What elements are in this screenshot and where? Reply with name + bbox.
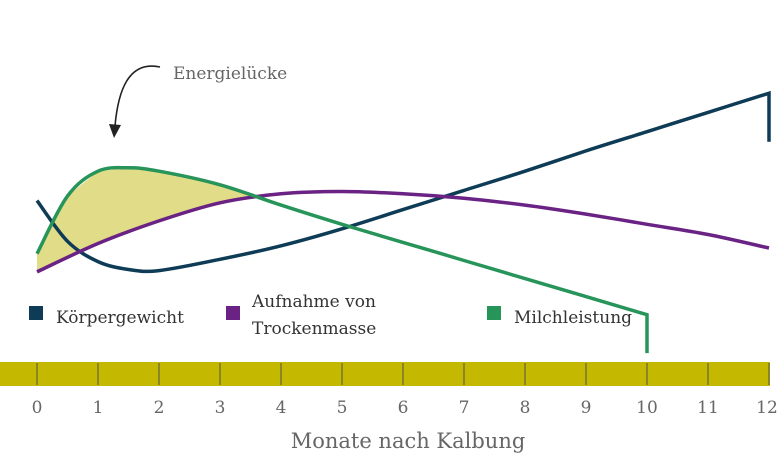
x-tick-label: 11 xyxy=(697,398,719,418)
energy-gap-annotation: Energielücke xyxy=(109,64,287,138)
x-tick-label: 0 xyxy=(32,398,43,418)
x-tick-label: 10 xyxy=(636,398,658,418)
x-tick-label: 12 xyxy=(756,398,778,418)
series-line-milchleistung xyxy=(35,165,649,354)
x-tick-label: 2 xyxy=(154,398,165,418)
annotation-arrowhead xyxy=(109,124,121,138)
legend-swatch-trockenmasse xyxy=(226,306,240,320)
legend-label-koerpergewicht: Körpergewicht xyxy=(56,308,184,328)
legend-swatch-milchleistung xyxy=(487,306,501,320)
x-tick-label: 5 xyxy=(337,398,348,418)
legend-label-milchleistung: Milchleistung xyxy=(514,308,632,328)
x-tick-label: 1 xyxy=(93,398,104,418)
series-layer xyxy=(35,90,771,354)
legend-label-trockenmasse: Aufnahme von Trockenmasse xyxy=(251,292,381,339)
legend-label-trockenmasse-line2: Trockenmasse xyxy=(252,319,376,339)
series-line-trockenmasse xyxy=(36,189,770,274)
x-tick-label: 6 xyxy=(398,398,409,418)
x-tick-label: 7 xyxy=(459,398,470,418)
legend-swatch-koerpergewicht xyxy=(29,306,43,320)
x-axis-title: Monate nach Kalbung xyxy=(291,429,526,453)
x-tick-label: 9 xyxy=(581,398,592,418)
x-axis-bar xyxy=(0,362,770,386)
energy-gap-label: Energielücke xyxy=(173,64,287,84)
x-tick-label: 8 xyxy=(520,398,531,418)
x-tick-label: 4 xyxy=(276,398,287,418)
legend-label-trockenmasse-line1: Aufnahme von xyxy=(251,292,376,312)
series-line-koerpergewicht xyxy=(35,90,771,274)
x-axis-ticks: 0 1 2 3 4 5 6 7 8 9 10 11 12 xyxy=(32,363,778,418)
annotation-arrow xyxy=(114,65,161,127)
x-tick-label: 3 xyxy=(215,398,226,418)
legend: Körpergewicht Aufnahme von Trockenmasse … xyxy=(29,292,632,339)
